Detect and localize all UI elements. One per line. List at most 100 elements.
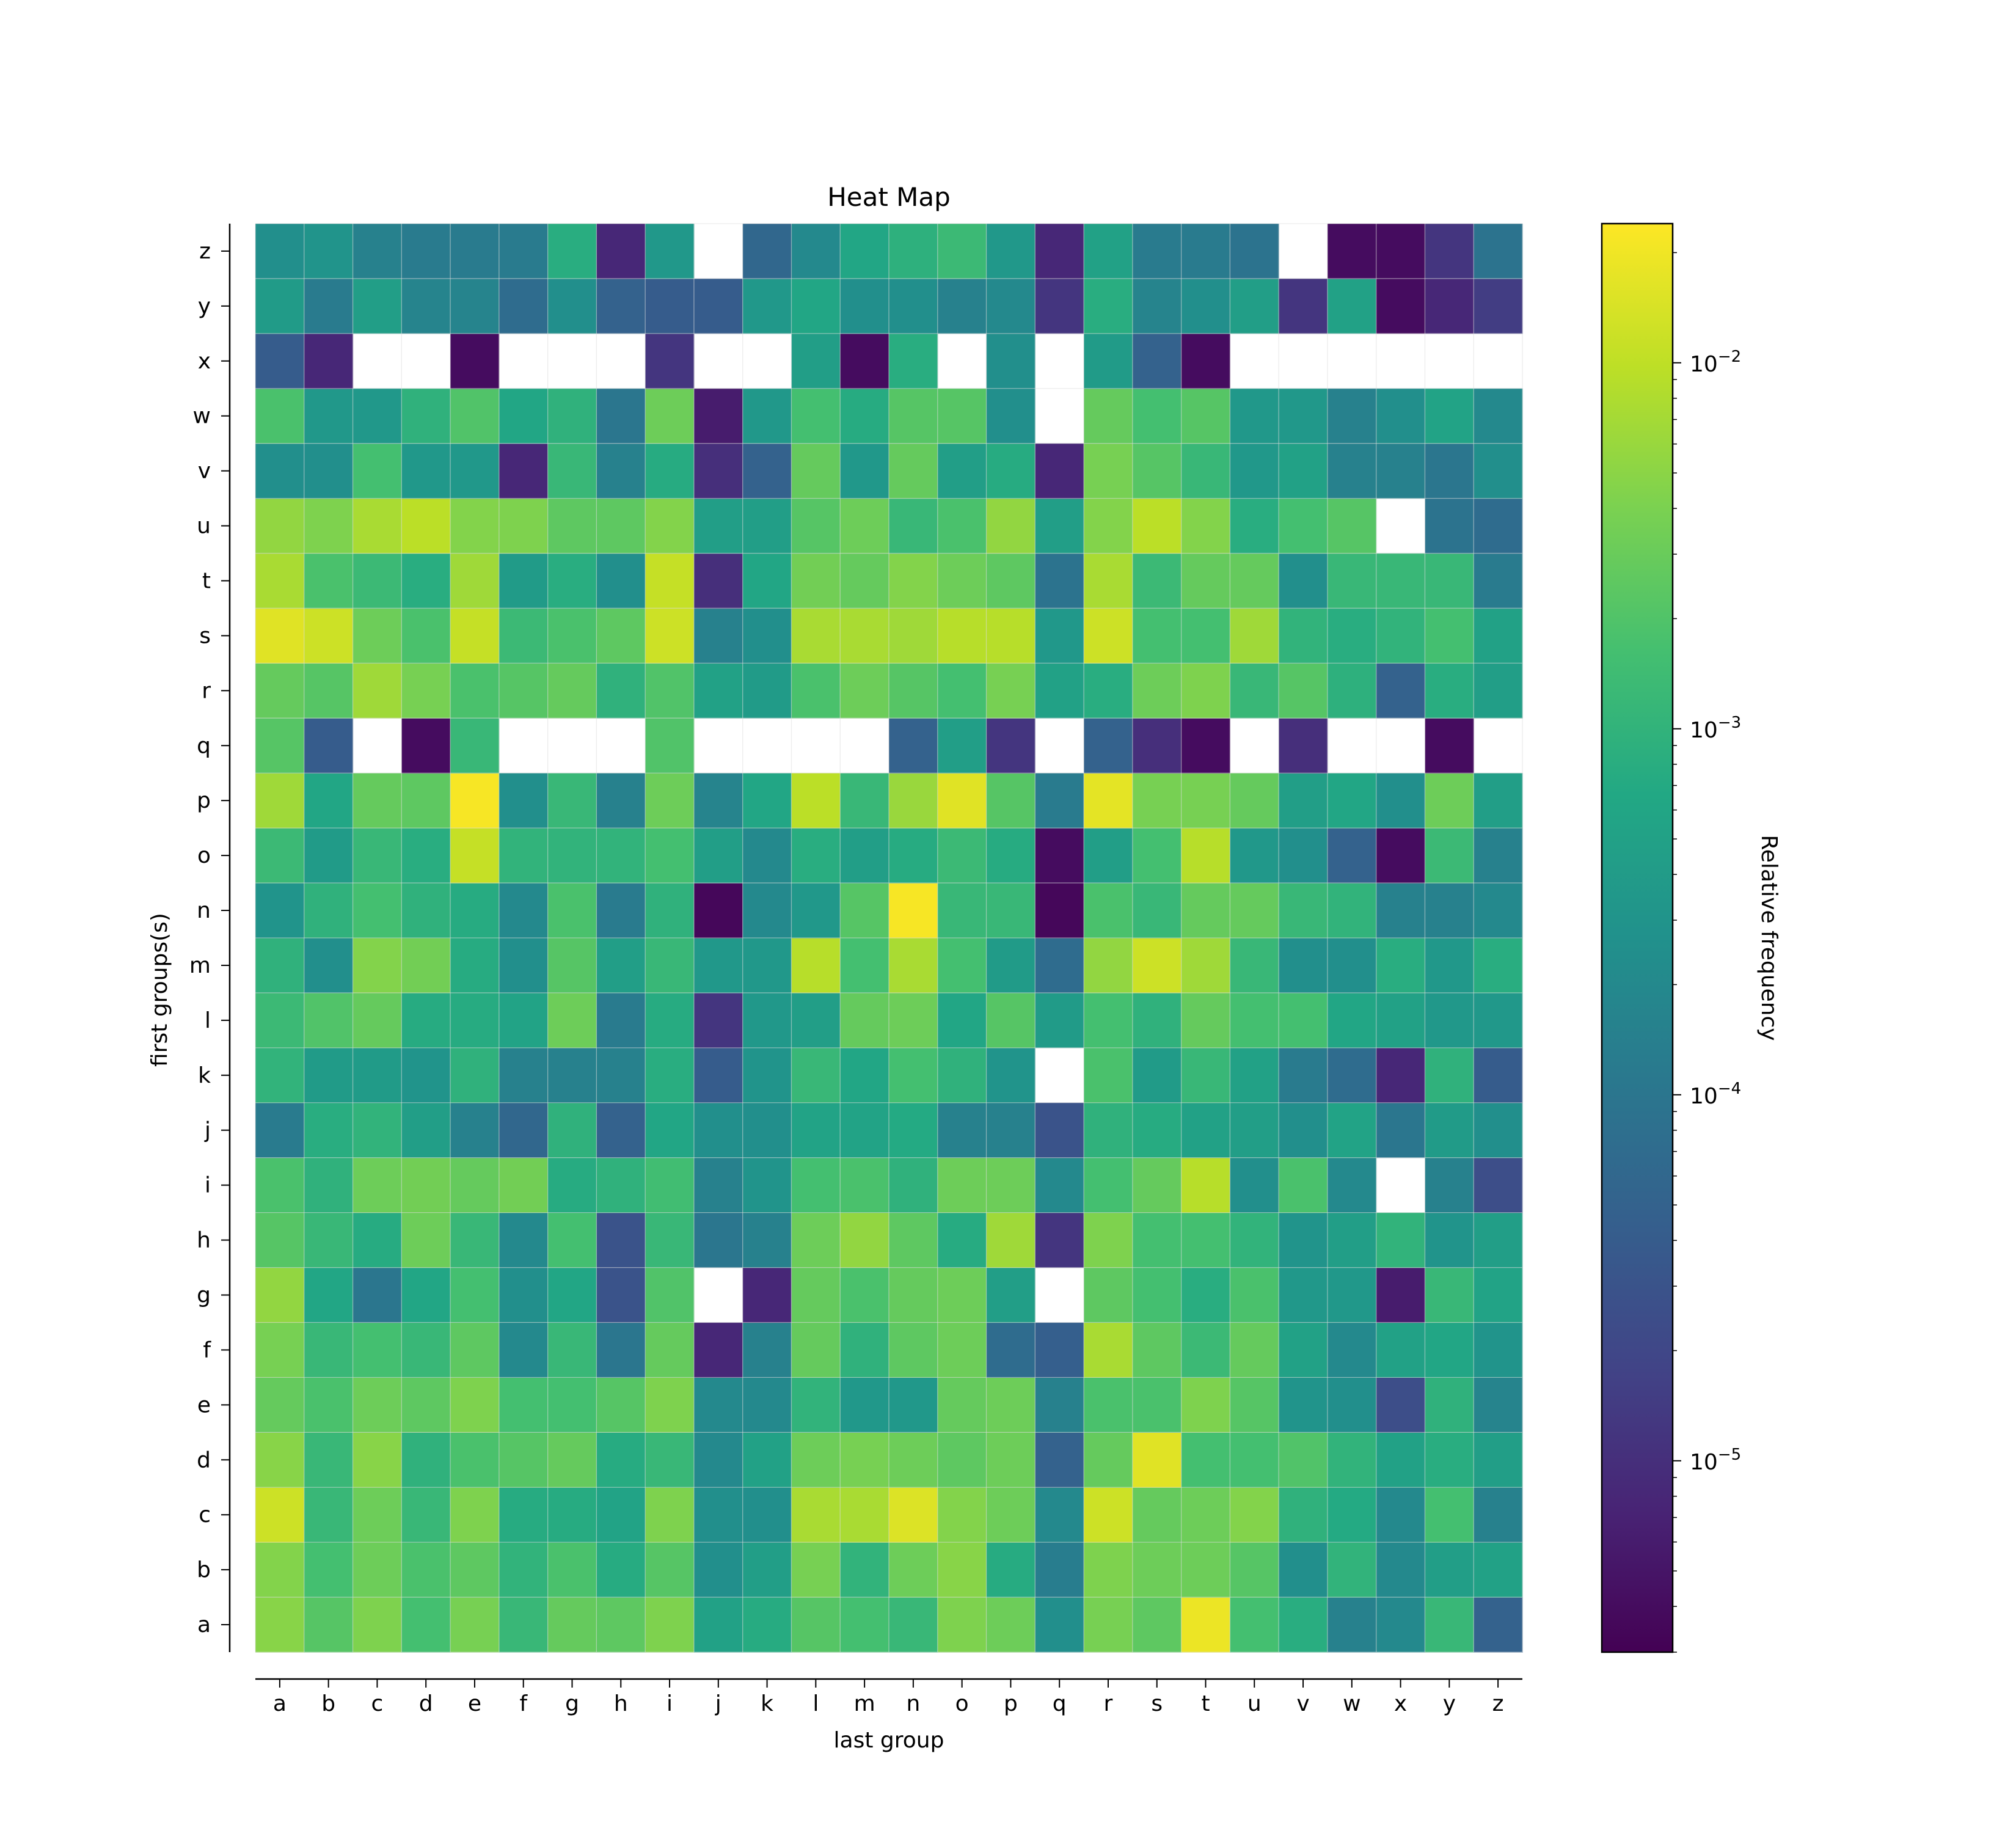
heatmap-cell-a-j [693,1597,743,1653]
heatmap-cell-a-o [937,1597,987,1653]
heatmap-cell-n-k [742,883,792,938]
heatmap-cell-c-t [1181,1487,1230,1543]
heatmap-cell-z-z [1474,224,1523,279]
y-tick-label: h [197,1228,211,1253]
heatmap-cell-c-w [1327,1487,1377,1543]
heatmap-cell-k-a [255,1047,305,1103]
heatmap-cell-b-w [1327,1542,1377,1598]
heatmap-cell-w-m [840,388,889,444]
heatmap-cell-w-y [1425,388,1474,444]
y-tick-label: g [197,1283,211,1308]
heatmap-cell-b-f [499,1542,549,1598]
heatmap-cell-k-x [1376,1047,1426,1103]
axes [228,224,1522,1680]
heatmap-cell-g-k [742,1267,792,1323]
heatmap-cell-g-y [1425,1267,1474,1323]
heatmap-cell-f-o [937,1322,987,1378]
heatmap-cell-b-l [791,1542,841,1598]
heatmap-cell-e-j [693,1377,743,1433]
heatmap-cell-l-l [791,992,841,1048]
heatmap-cell-g-a [255,1267,305,1323]
heatmap-cell-k-j [693,1047,743,1103]
heatmap-cell-s-w [1327,608,1377,664]
heatmap-cell-n-s [1132,883,1182,938]
heatmap-cell-r-i [645,663,695,719]
heatmap-cell-d-a [255,1432,305,1488]
heatmap-cell-h-m [840,1212,889,1268]
heatmap-cell-b-i [645,1542,695,1598]
x-tick-label: t [1201,1691,1210,1716]
heatmap-cell-c-b [304,1487,354,1543]
heatmap-cell-c-o [937,1487,987,1543]
heatmap-cell-u-o [937,498,987,554]
heatmap-cell-s-p [986,608,1035,664]
heatmap-cell-a-u [1230,1597,1279,1653]
heatmap-cell-z-a [255,224,305,279]
heatmap-cell-t-p [986,553,1035,609]
heatmap-cell-p-w [1327,773,1377,829]
heatmap-cell-n-x [1376,883,1426,938]
heatmap-cell-w-v [1279,388,1328,444]
heatmap-cell-e-f [499,1377,549,1433]
heatmap-cell-c-q [1035,1487,1084,1543]
heatmap-cell-g-f [499,1267,549,1323]
heatmap-cell-e-q [1035,1377,1084,1433]
heatmap-cell-e-p [986,1377,1035,1433]
heatmap-cell-a-z [1474,1597,1523,1653]
heatmap-cell-n-j [693,883,743,938]
heatmap-cell-i-r [1084,1157,1133,1213]
heatmap-cell-j-l [791,1102,841,1158]
heatmap-cell-e-m [840,1377,889,1433]
heatmap-cell-v-a [255,443,305,499]
heatmap-cell-u-m [840,498,889,554]
heatmap-cell-k-g [547,1047,597,1103]
heatmap-cell-l-r [1084,992,1133,1048]
heatmap-cell-n-q [1035,883,1084,938]
heatmap-cell-g-h [596,1267,646,1323]
heatmap-cell-s-j [693,608,743,664]
heatmap-cell-o-g [547,828,597,884]
heatmap-cell-i-e [450,1157,500,1213]
heatmap-cell-i-v [1279,1157,1328,1213]
heatmap-cell-q-s [1132,718,1182,774]
heatmap-cell-t-e [450,553,500,609]
heatmap-cell-f-k [742,1322,792,1378]
heatmap-cell-e-d [401,1377,451,1433]
heatmap-cell-h-u [1230,1212,1279,1268]
heatmap-cell-g-m [840,1267,889,1323]
heatmap-cell-n-i [645,883,695,938]
heatmap-cell-c-r [1084,1487,1133,1543]
heatmap-cell-g-n [889,1267,938,1323]
heatmap-cell-c-n [889,1487,938,1543]
heatmap-cell-t-l [791,553,841,609]
heatmap-cell-e-b [304,1377,354,1433]
heatmap-cell-s-b [304,608,354,664]
heatmap-cell-u-i [645,498,695,554]
heatmap-cell-a-r [1084,1597,1133,1653]
heatmap-cell-k-y [1425,1047,1474,1103]
heatmap-cell-f-l [791,1322,841,1378]
y-tick-label: e [197,1392,211,1418]
heatmap-cell-t-s [1132,553,1182,609]
heatmap-cell-r-u [1230,663,1279,719]
heatmap-cell-e-l [791,1377,841,1433]
heatmap-cell-u-y [1425,498,1474,554]
x-tick-labels: a b c d e f g h i j k l m n o p q r s t u v w x y z [273,1679,1504,1716]
heatmap-cell-o-x [1376,828,1426,884]
heatmap-cell-f-y [1425,1322,1474,1378]
heatmap-cell-b-n [889,1542,938,1598]
heatmap-cell-b-d [401,1542,451,1598]
y-tick-label: q [197,733,211,758]
y-tick-label: p [197,788,211,813]
heatmap-cell-d-z [1474,1432,1523,1488]
heatmap-cell-l-z [1474,992,1523,1048]
heatmap-cell-r-t [1181,663,1230,719]
heatmap-cell-n-y [1425,883,1474,938]
heatmap-cell-b-r [1084,1542,1133,1598]
heatmap-cell-j-v [1279,1102,1328,1158]
heatmap-cell-v-f [499,443,549,499]
heatmap-cell-o-w [1327,828,1377,884]
heatmap-cell-l-s [1132,992,1182,1048]
heatmap-cell-r-d [401,663,451,719]
heatmap-cell-m-t [1181,938,1230,993]
